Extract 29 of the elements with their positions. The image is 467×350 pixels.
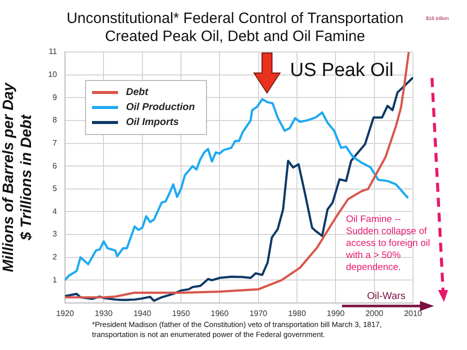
y-tick-label: 11: [48, 47, 58, 56]
x-tick-label: 1970: [249, 309, 268, 318]
legend-label: Debt: [126, 87, 148, 98]
y-tick-label: 1: [52, 275, 58, 284]
y-tick-label: 5: [52, 184, 58, 194]
y-axis-title: Millions of Barrels per Day $ Trillions in Debt: [0, 82, 36, 272]
x-tick-label: 1980: [288, 309, 306, 318]
x-tick-label: 1930: [94, 309, 114, 318]
y-tick-label: 4: [52, 206, 58, 216]
y-tick-label: 8: [52, 116, 58, 125]
x-tick-label: 1990: [326, 309, 346, 318]
y-tick-label: 6: [52, 161, 58, 170]
y-tick-label: 10: [48, 70, 58, 80]
annotation: Oil Famine -- Sudden collapse of access to foreign oil with a > 50% dependence.: [346, 214, 430, 274]
x-tick-label: 2010: [404, 309, 422, 318]
x-tick-label: 1940: [133, 309, 152, 318]
y-tick-label: 3: [52, 230, 58, 239]
y-tick-label: 7: [52, 138, 58, 148]
x-tick-label: 1950: [172, 309, 190, 318]
x-tick-label: 1960: [210, 309, 230, 318]
x-tick-label: 1920: [56, 309, 74, 318]
y-tick-label: 9: [52, 92, 58, 102]
chart-title: Unconstitutional* Federal Control of Transportation Created Peak Oil, Debt and Oil Famine: [66, 10, 404, 46]
annotation: Oil-Wars: [367, 291, 406, 302]
legend-label: Oil Imports: [126, 117, 179, 128]
legend-label: Oil Production: [126, 102, 195, 113]
annotation: US Peak Oil: [290, 60, 394, 82]
x-tick-label: 2000: [365, 309, 384, 318]
y-tick-label: 2: [52, 252, 58, 262]
